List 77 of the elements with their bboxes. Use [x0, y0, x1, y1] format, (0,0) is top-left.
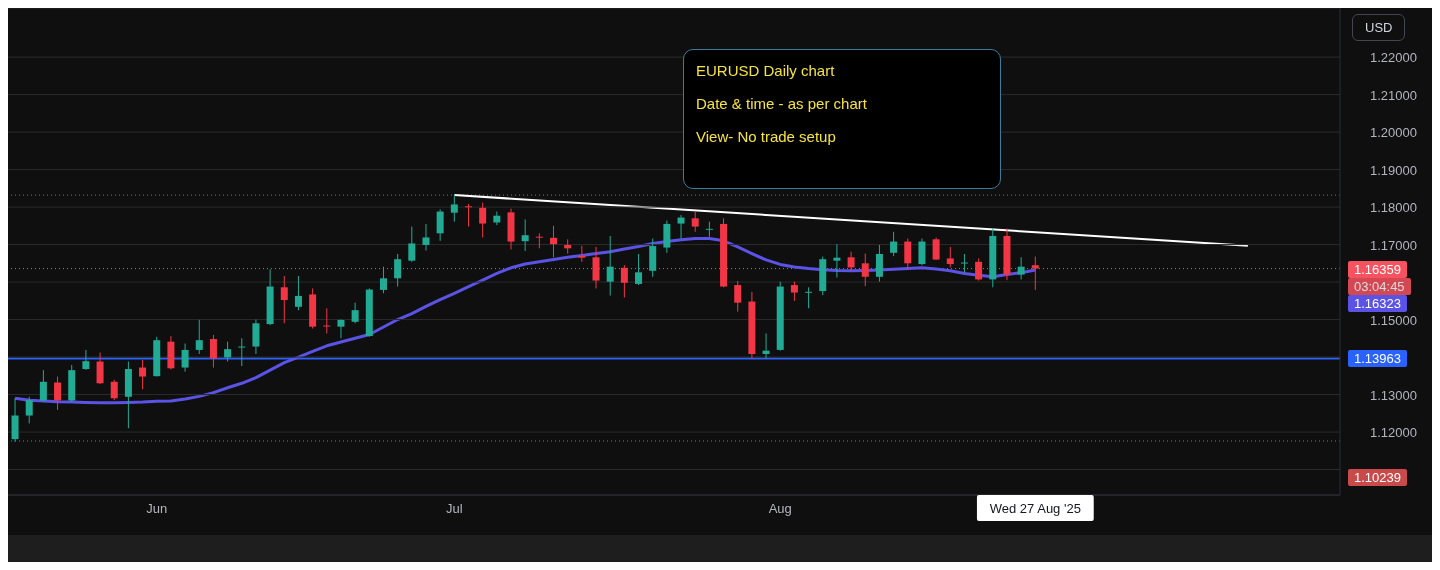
- candlestick: [890, 231, 898, 257]
- candlestick: [379, 266, 387, 294]
- candlestick: [25, 396, 33, 424]
- candlestick: [294, 275, 302, 311]
- candlestick: [11, 397, 19, 443]
- callout-box: EURUSD Daily chart Date & time - as per chart View- No trade setup: [683, 49, 1001, 189]
- candlestick: [790, 281, 798, 302]
- text: 1.10239: [1348, 469, 1407, 486]
- text: USD: [1352, 14, 1406, 41]
- candlestick: [464, 203, 472, 228]
- y-tick-label: 1.18000: [1370, 200, 1417, 216]
- text: 1.16323: [1348, 294, 1407, 312]
- text: 03:04:45: [1348, 277, 1411, 295]
- candlestick: [918, 238, 926, 266]
- y-tick-label: 1.22000: [1370, 50, 1417, 66]
- candlestick: [677, 214, 685, 240]
- candlestick: [195, 319, 203, 355]
- x-tick-label: Jul: [446, 501, 463, 516]
- candlestick: [280, 275, 288, 324]
- candlestick: [436, 208, 444, 242]
- candlestick: [975, 257, 983, 282]
- candlestick: [578, 245, 586, 263]
- candlestick: [960, 253, 968, 274]
- candlestick: [691, 211, 699, 233]
- candlestick: [1017, 256, 1025, 280]
- candlestick: [705, 221, 713, 238]
- candlestick: [663, 220, 671, 254]
- y-tick-label: 1.19000: [1370, 162, 1417, 178]
- candlestick: [833, 243, 841, 279]
- candlestick: [96, 352, 104, 385]
- x-tick-label: Wed 27 Aug '25: [989, 501, 1081, 516]
- x-tick-label: Aug: [768, 501, 792, 516]
- candlestick: [946, 246, 954, 268]
- annotation: EURUSD Daily chart: [696, 61, 836, 81]
- ref-line-label: 1.16359: [1348, 260, 1407, 278]
- candlestick: [54, 376, 62, 411]
- candlestick: [734, 280, 742, 313]
- candlestick: [479, 202, 487, 238]
- candlestick: [875, 244, 883, 283]
- candlestick: [932, 236, 940, 261]
- candlestick: [209, 334, 217, 369]
- ref-line-label: 1.13963: [1348, 350, 1407, 368]
- candlestick: [550, 225, 558, 258]
- y-tick-label: 1.15000: [1370, 312, 1417, 328]
- candlestick: [422, 223, 430, 252]
- candlestick: [620, 264, 628, 298]
- y-tick-label: 1.20000: [1370, 125, 1417, 141]
- candlestick: [450, 194, 458, 223]
- candlestick: [592, 246, 600, 289]
- y-tick-label: 1.12000: [1370, 425, 1417, 441]
- candlestick: [535, 232, 543, 249]
- candlestick: [82, 349, 90, 371]
- candlestick: [351, 302, 359, 324]
- candlestick: [394, 253, 402, 288]
- y-tick-label: 1.21000: [1370, 87, 1417, 103]
- candlestick: [139, 359, 147, 390]
- candlestick: [904, 238, 912, 271]
- candlestick: [847, 251, 855, 272]
- candlestick: [861, 253, 869, 287]
- candlestick: [181, 343, 189, 373]
- annotation: View- No trade setup: [696, 127, 837, 147]
- candlestick: [1031, 256, 1039, 291]
- candlestick: [224, 341, 232, 363]
- candlestick: [323, 307, 331, 334]
- candlestick: [110, 379, 118, 401]
- y-tick-label: 1.17000: [1370, 237, 1417, 253]
- candlestick: [606, 235, 614, 297]
- candlestick: [805, 286, 813, 309]
- x-tick-label: Jun: [146, 501, 168, 516]
- candlestick: [521, 218, 529, 252]
- candlestick: [635, 253, 643, 286]
- y-tick-label: 1.13000: [1370, 387, 1417, 403]
- candlestick: [252, 319, 260, 355]
- annotation: Date & time - as per chart: [696, 94, 868, 114]
- candlestick: [39, 369, 47, 403]
- candlestick: [408, 226, 416, 263]
- candlestick: [238, 337, 246, 367]
